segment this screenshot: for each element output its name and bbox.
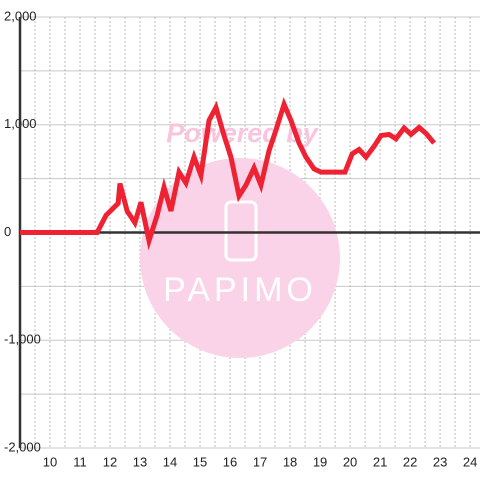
- x-tick-label: 18: [283, 454, 297, 469]
- watermark-circle: [140, 158, 340, 358]
- x-tick-label: 22: [403, 454, 417, 469]
- x-tick-label: 17: [253, 454, 267, 469]
- data-line: [20, 97, 437, 251]
- x-tick-label: 19: [313, 454, 327, 469]
- x-tick-label: 21: [373, 454, 387, 469]
- x-tick-label: 13: [133, 454, 147, 469]
- x-tick-label: 11: [73, 454, 87, 469]
- watermark-bottom: PAPIMO: [163, 271, 317, 309]
- y-tick-label: 0: [4, 224, 11, 239]
- x-tick-label: 12: [103, 454, 117, 469]
- x-tick-label: 14: [163, 454, 177, 469]
- x-tick-label: 10: [43, 454, 57, 469]
- watermark-icon: [224, 200, 258, 262]
- x-tick-label: 20: [343, 454, 357, 469]
- x-tick-label: 23: [433, 454, 447, 469]
- y-tick-label: 2,000: [4, 8, 37, 23]
- y-tick-label: -1,000: [4, 332, 41, 347]
- x-tick-label: 24: [463, 454, 477, 469]
- x-tick-label: 16: [223, 454, 237, 469]
- x-tick-label: 15: [193, 454, 207, 469]
- y-tick-label: -2,000: [4, 439, 41, 454]
